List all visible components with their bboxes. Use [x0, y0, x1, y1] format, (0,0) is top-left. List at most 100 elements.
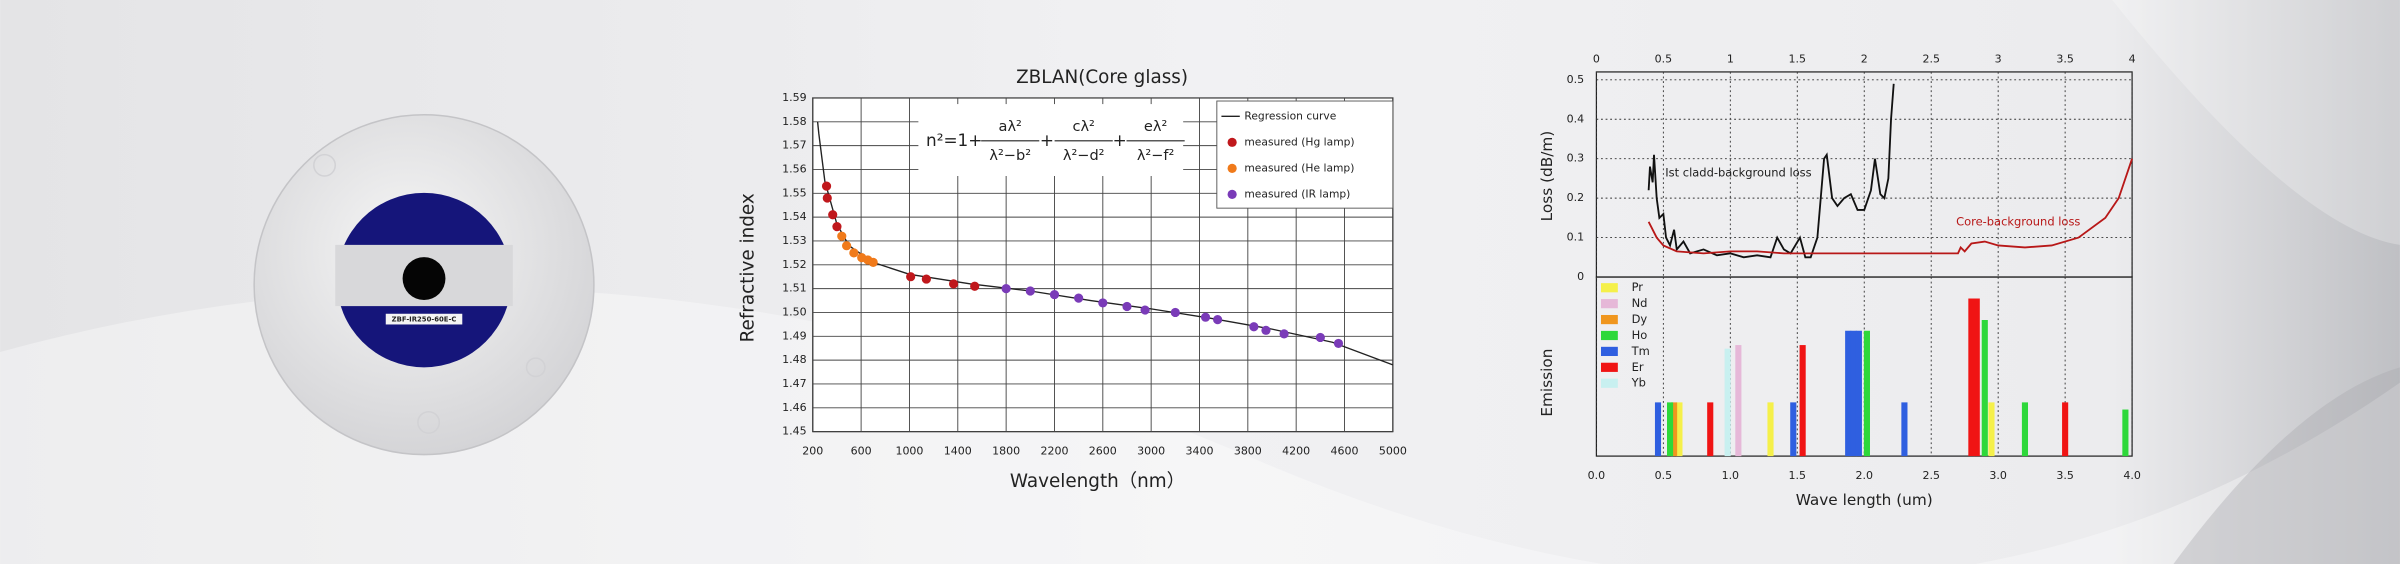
formula-numerator: eλ² [1144, 119, 1167, 135]
x-tick-label: 1.5 [1789, 53, 1807, 66]
emission-bar [1901, 402, 1908, 457]
x-tick-label: 0.5 [1655, 53, 1673, 66]
data-point [1261, 325, 1271, 335]
data-point [1098, 298, 1108, 308]
x-tick-label: 3800 [1234, 445, 1262, 458]
emission-bar [1855, 330, 1862, 457]
y-tick-label: 1.52 [782, 258, 806, 271]
y-tick-label: 1.45 [782, 425, 806, 438]
emission-bar [1988, 402, 1995, 457]
x-tick-label: 600 [851, 445, 872, 458]
y-tick-label: 1.47 [782, 377, 806, 390]
loss-line [1647, 158, 2133, 255]
data-point [948, 279, 959, 289]
y-tick-label: 1.50 [782, 305, 806, 318]
x-tick-label: 2.0 [1855, 469, 1873, 482]
data-point [1279, 329, 1289, 339]
x-tick-label: 1000 [895, 445, 923, 458]
data-point [842, 241, 852, 251]
data-point [868, 257, 878, 267]
emission-bar [1735, 345, 1742, 457]
x-tick-label: 4200 [1282, 445, 1310, 458]
x-tick-label: 1.0 [1722, 469, 1740, 482]
data-point [1213, 315, 1223, 325]
y-tick-label: 1.56 [782, 162, 806, 175]
emission-bar [1799, 345, 1806, 457]
data-point [1122, 301, 1132, 312]
x-tick-label: 2200 [1040, 445, 1068, 458]
legend-label: Pr [1632, 280, 1644, 294]
legend-label: measured (He lamp) [1244, 161, 1354, 174]
data-point [1049, 289, 1060, 300]
data-point [1001, 284, 1011, 294]
data-point [1249, 322, 1259, 332]
emission-bar [1724, 348, 1731, 457]
formula-denominator: λ²−d² [1063, 148, 1105, 164]
emission-bar [1671, 402, 1678, 457]
y-tick-label: 0.3 [1567, 152, 1584, 165]
emission-bar [1790, 402, 1797, 457]
legend-swatch [1600, 362, 1618, 372]
x-tick-label: 3000 [1137, 445, 1165, 458]
x-tick-label: 1800 [992, 445, 1020, 458]
legend-swatch [1227, 163, 1237, 173]
legend-label: Regression curve [1244, 109, 1336, 122]
y-tick-label: 1.54 [782, 210, 806, 223]
emission-bar [1676, 402, 1683, 457]
y-tick-label: 1.51 [782, 282, 806, 295]
x-tick-label: 3 [1995, 53, 2002, 66]
legend-label: Tm [1631, 344, 1650, 358]
x-tick-label: 200 [802, 445, 823, 458]
legend-label: Yb [1631, 376, 1646, 390]
x-tick-label: 4.0 [2123, 469, 2141, 482]
data-point [906, 272, 916, 282]
y-tick-label: 1.48 [782, 353, 806, 366]
formula-lhs: n²=1+ [926, 130, 982, 150]
y-tick-label: 1.46 [782, 401, 806, 414]
formula-numerator: aλ² [999, 119, 1022, 135]
data-point [1025, 286, 1035, 296]
chart-title: ZBLAN(Core glass) [1016, 67, 1188, 88]
y-tick-label: 1.49 [782, 329, 806, 342]
x-axis-label: Wavelength（nm） [1010, 471, 1185, 492]
legend-label: measured (IR lamp) [1244, 187, 1350, 200]
data-point [1140, 305, 1150, 315]
data-point [1074, 293, 1084, 303]
background-swoosh [2173, 367, 2400, 564]
legend-swatch [1600, 378, 1618, 388]
y-tick-label: 0.5 [1567, 73, 1584, 86]
background-swoosh [0, 288, 2400, 564]
legend-swatch [1600, 283, 1618, 293]
data-point [921, 274, 931, 284]
formula-denominator: λ²−f² [1137, 148, 1175, 164]
formula-numerator: cλ² [1072, 119, 1094, 135]
x-tick-label: 0 [1593, 53, 1600, 66]
emission-bar [1654, 402, 1662, 457]
x-tick-label: 1.5 [1789, 469, 1807, 482]
legend-swatch [1600, 299, 1618, 309]
legend-swatch [1227, 189, 1237, 199]
x-tick-label: 1400 [944, 445, 972, 458]
legend-label: Nd [1632, 296, 1648, 310]
data-point [821, 181, 832, 191]
emission-bar [1968, 298, 1975, 457]
flange-hole [417, 410, 441, 434]
y-tick-label: 0 [1577, 270, 1584, 283]
y-tick-label: 0.1 [1567, 231, 1584, 244]
spool-label [385, 313, 463, 325]
annotation: Core-background loss [1956, 214, 2080, 228]
emission-bar [2021, 402, 2029, 457]
y-tick-label: 0.4 [1567, 112, 1584, 125]
emission-bar [1707, 402, 1714, 457]
x-tick-label: 3400 [1185, 445, 1213, 458]
y-tick-label: 1.59 [782, 91, 806, 104]
y-tick-label: 1.58 [782, 115, 806, 128]
formula-plus: + [1113, 130, 1127, 150]
x-tick-label: 2 [1861, 53, 1868, 66]
x-tick-label: 2600 [1089, 445, 1117, 458]
data-point [1200, 312, 1211, 322]
legend-box [1216, 100, 1394, 209]
legend-label: Er [1632, 360, 1644, 374]
